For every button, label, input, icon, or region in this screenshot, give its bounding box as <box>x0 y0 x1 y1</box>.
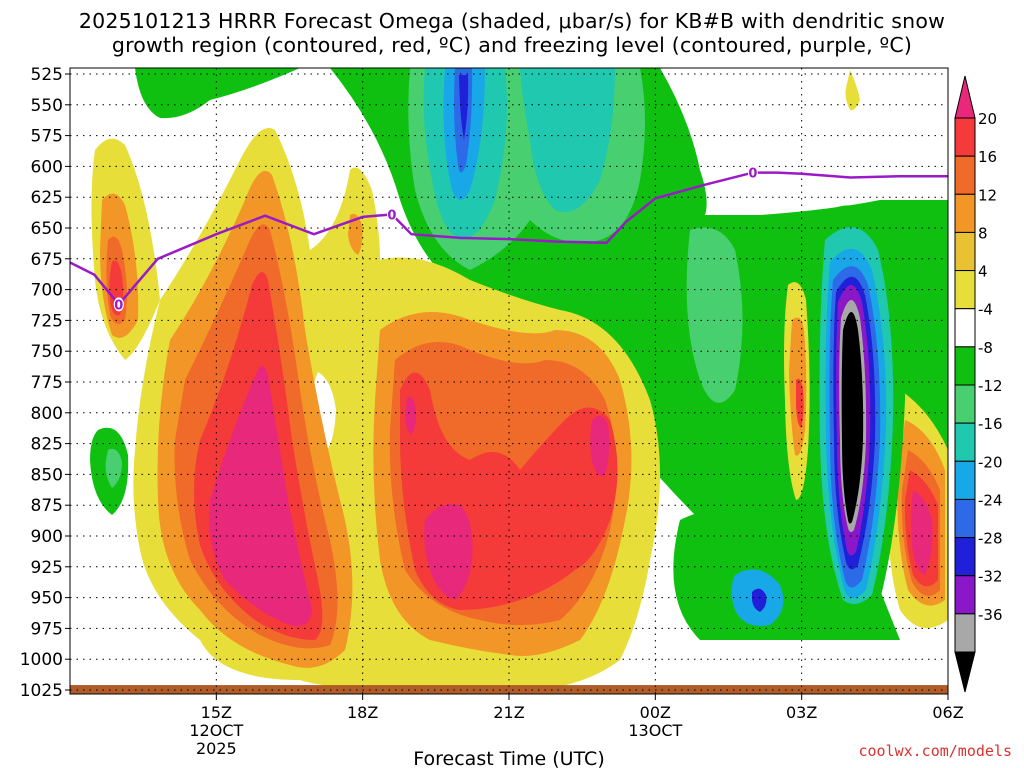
colorbar-swatch <box>954 498 976 539</box>
x-tick-label: 06Z <box>932 703 963 722</box>
y-tick-label: 900 <box>31 527 63 547</box>
colorbar-label: 8 <box>978 224 988 242</box>
omega-teal-mid-right <box>686 227 743 403</box>
y-tick-label: 800 <box>31 404 63 424</box>
omega-black-core <box>841 312 864 524</box>
x-tick-label: 21Z <box>493 703 524 722</box>
colorbar-label: -36 <box>978 606 1003 624</box>
y-tick-label: 575 <box>31 127 63 147</box>
x-tick-label: 12OCT <box>189 721 243 740</box>
colorbar: 20 16 12 8 4 -4 -8 -12 -16 -20 -24 -28 -32 -36 <box>954 75 1003 693</box>
y-tick-label: 700 <box>31 281 63 301</box>
x-axis-label: Forecast Time (UTC) <box>413 748 604 768</box>
omega-darkblue-lower-core <box>752 588 767 612</box>
colorbar-label: 4 <box>978 263 988 281</box>
colorbar-label: -32 <box>978 568 1003 586</box>
x-tick-label: 18Z <box>347 703 378 722</box>
x-tick-label: 15Z <box>201 703 232 722</box>
omega-teal-left-core <box>105 448 122 488</box>
freezing-level-line <box>70 171 948 307</box>
freezing-label-background <box>113 297 124 312</box>
freezing-label-background <box>386 207 397 222</box>
y-tick-label: 625 <box>31 188 63 208</box>
y-tick-label: 850 <box>31 465 63 485</box>
colorbar-top-arrow <box>954 75 976 119</box>
freezing-level-label: 0 <box>387 208 396 223</box>
freezing-level-contour: 0 0 0 <box>70 165 948 313</box>
y-tick-label: 675 <box>31 250 63 270</box>
colorbar-label: -24 <box>978 491 1003 509</box>
colorbar-swatch <box>954 460 976 500</box>
colorbar-swatch <box>954 231 976 272</box>
y-tick-label: 525 <box>31 65 63 85</box>
freezing-label-background <box>747 165 758 180</box>
y-tick-label: 725 <box>31 311 63 331</box>
chart-title-line1: 2025101213 HRRR Forecast Omega (shaded, … <box>78 9 946 33</box>
colorbar-label: -28 <box>978 530 1003 548</box>
colorbar-bottom-arrow <box>954 651 976 693</box>
omega-blue-upper-core <box>459 75 469 140</box>
omega-pink-west <box>209 366 312 626</box>
x-tick-label: 2025 <box>196 739 237 758</box>
omega-green-upper-region <box>135 68 300 119</box>
y-axis: 525 550 575 600 625 650 675 700 725 750 775 800 825 8… <box>20 65 70 701</box>
colorbar-swatch <box>954 117 976 157</box>
omega-red-right-small <box>796 378 804 428</box>
surface-ground-band <box>70 685 948 694</box>
colorbar-label: -20 <box>978 453 1003 471</box>
omega-pink-center-2 <box>590 416 610 477</box>
freezing-level-label: 0 <box>114 298 123 313</box>
y-tick-label: 600 <box>31 157 63 177</box>
omega-pink-center-3 <box>405 396 417 435</box>
colorbar-swatch <box>954 613 976 653</box>
y-tick-label: 1000 <box>20 650 63 670</box>
omega-pink-right <box>911 490 933 575</box>
colorbar-swatch <box>954 422 976 462</box>
y-tick-label: 650 <box>31 219 63 239</box>
colorbar-swatch <box>954 537 976 577</box>
colorbar-swatch <box>954 155 976 195</box>
y-tick-label: 1025 <box>20 681 63 701</box>
colorbar-label: -12 <box>978 377 1003 395</box>
x-tick-label: 03Z <box>786 703 817 722</box>
colorbar-label: 12 <box>978 186 997 204</box>
y-tick-label: 550 <box>31 96 63 116</box>
colorbar-swatch <box>954 308 976 348</box>
colorbar-swatch <box>954 346 976 386</box>
colorbar-label: 20 <box>978 110 997 128</box>
y-tick-label: 875 <box>31 496 63 516</box>
colorbar-label: -8 <box>978 339 993 357</box>
y-tick-label: 975 <box>31 619 63 639</box>
omega-cyan-upper-blob-2 <box>520 68 615 212</box>
omega-pink-center <box>424 504 473 600</box>
credit-link[interactable]: coolwx.com/models <box>858 742 1012 760</box>
y-tick-label: 825 <box>31 435 63 455</box>
colorbar-label: -4 <box>978 301 993 319</box>
colorbar-swatch <box>954 270 976 310</box>
y-tick-label: 750 <box>31 342 63 362</box>
colorbar-swatch <box>954 575 976 615</box>
freezing-level-label: 0 <box>748 167 757 182</box>
x-tick-label: 00Z <box>640 703 671 722</box>
colorbar-swatch <box>954 384 976 424</box>
y-tick-label: 775 <box>31 373 63 393</box>
x-tick-label: 13OCT <box>628 721 682 740</box>
omega-green-right-edge <box>940 360 948 420</box>
omega-orange-mid-plume <box>348 213 363 255</box>
plot-frame <box>69 67 949 695</box>
colorbar-label: -16 <box>978 415 1003 433</box>
y-tick-label: 925 <box>31 558 63 578</box>
y-tick-label: 950 <box>31 589 63 609</box>
colorbar-swatch <box>954 193 976 233</box>
chart-title-line2: growth region (contoured, red, ºC) and f… <box>111 33 913 57</box>
omega-yellow-top-right <box>845 70 860 111</box>
colorbar-label: 16 <box>978 148 997 166</box>
